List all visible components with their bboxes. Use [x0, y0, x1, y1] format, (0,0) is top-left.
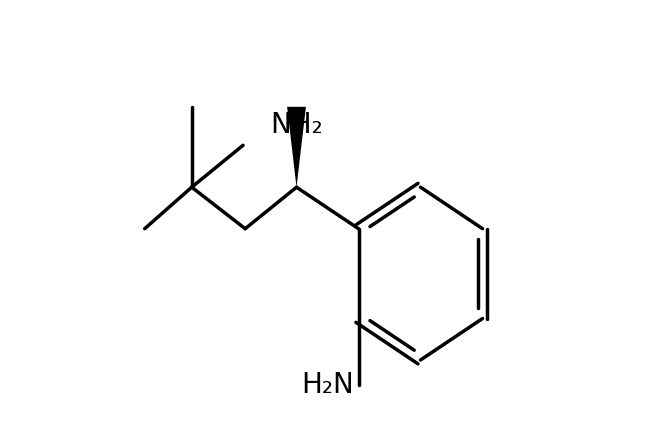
Polygon shape [287, 107, 306, 187]
Text: H₂N: H₂N [302, 371, 354, 399]
Text: NH₂: NH₂ [270, 111, 323, 139]
